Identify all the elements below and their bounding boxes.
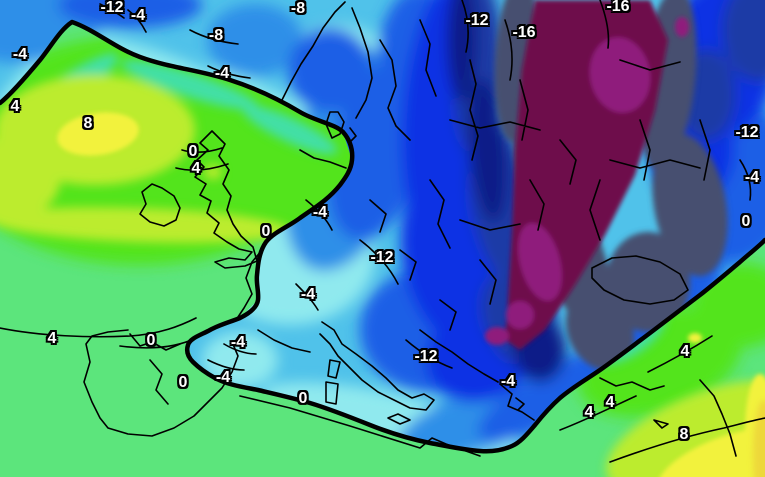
country-borders (369, 59, 711, 331)
ireland-coastline (139, 183, 181, 227)
iberia-coastline (83, 329, 239, 437)
scandinavia-coastline (281, 1, 437, 141)
northsea-coast (235, 149, 347, 353)
italy-coastline (319, 321, 435, 425)
turkey-levant-coastline (599, 377, 737, 457)
main-isotherm-thick-line (0, 19, 765, 454)
thin-isotherm-layer (0, 0, 765, 463)
great-britain-coastline (194, 130, 258, 269)
black-sea-coastline (591, 255, 689, 305)
balkan-coastline (419, 329, 535, 421)
